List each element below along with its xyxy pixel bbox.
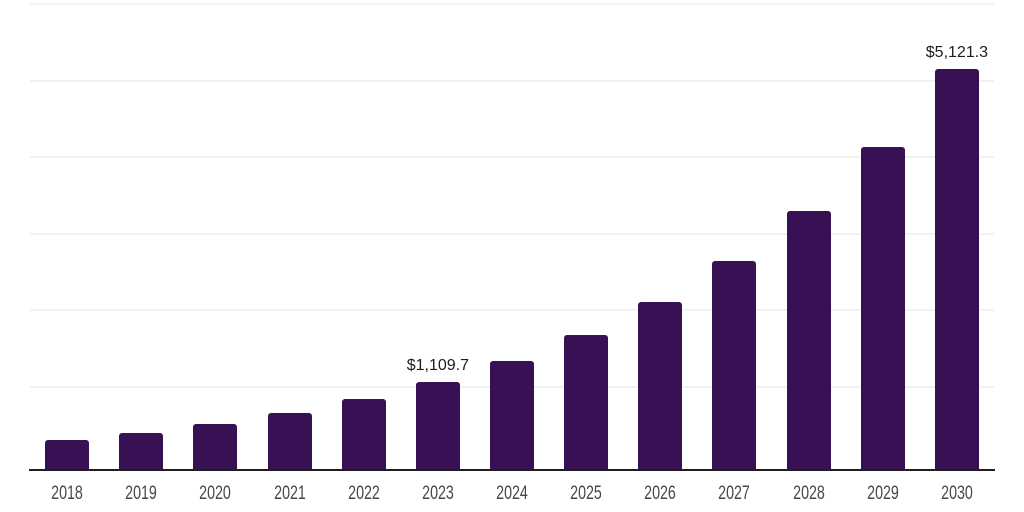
bar-2020 [193,423,238,469]
x-tick-2027: 2027 [718,483,751,504]
bar-2022 [341,399,386,469]
x-tick-2028: 2028 [792,483,825,504]
x-tick-2024: 2024 [496,483,528,504]
x-tick-2019: 2019 [125,483,158,504]
bar-2026 [638,302,683,469]
x-tick-2022: 2022 [347,483,380,504]
bar-2025 [564,334,609,469]
bar-2027 [712,261,757,469]
x-tick-2018: 2018 [51,483,83,504]
bar-2023 [415,382,460,469]
bar-2019 [119,432,164,469]
x-tick-2021: 2021 [273,483,306,504]
value-label-2023: $1,109.7 [406,357,469,375]
x-tick-2029: 2029 [866,483,899,504]
x-axis-line [29,469,995,471]
x-tick-2020: 2020 [199,483,232,504]
x-tick-2025: 2025 [570,483,602,504]
value-label-2030: $5,121.3 [925,44,989,61]
gridline-6000 [30,3,994,5]
bar-2021 [267,413,312,469]
bar-2024 [490,361,534,469]
bar-2030 [934,69,979,469]
x-tick-2023: 2023 [421,483,454,504]
bar-2029 [860,147,905,469]
x-tick-2026: 2026 [644,483,677,504]
gridline-2000 [30,309,994,311]
gridline-5000 [30,79,994,82]
bar-2028 [786,210,831,469]
gridline-3000 [30,232,994,235]
x-tick-2030: 2030 [941,483,973,504]
bar-2018 [45,439,90,469]
gridline-4000 [30,156,994,158]
